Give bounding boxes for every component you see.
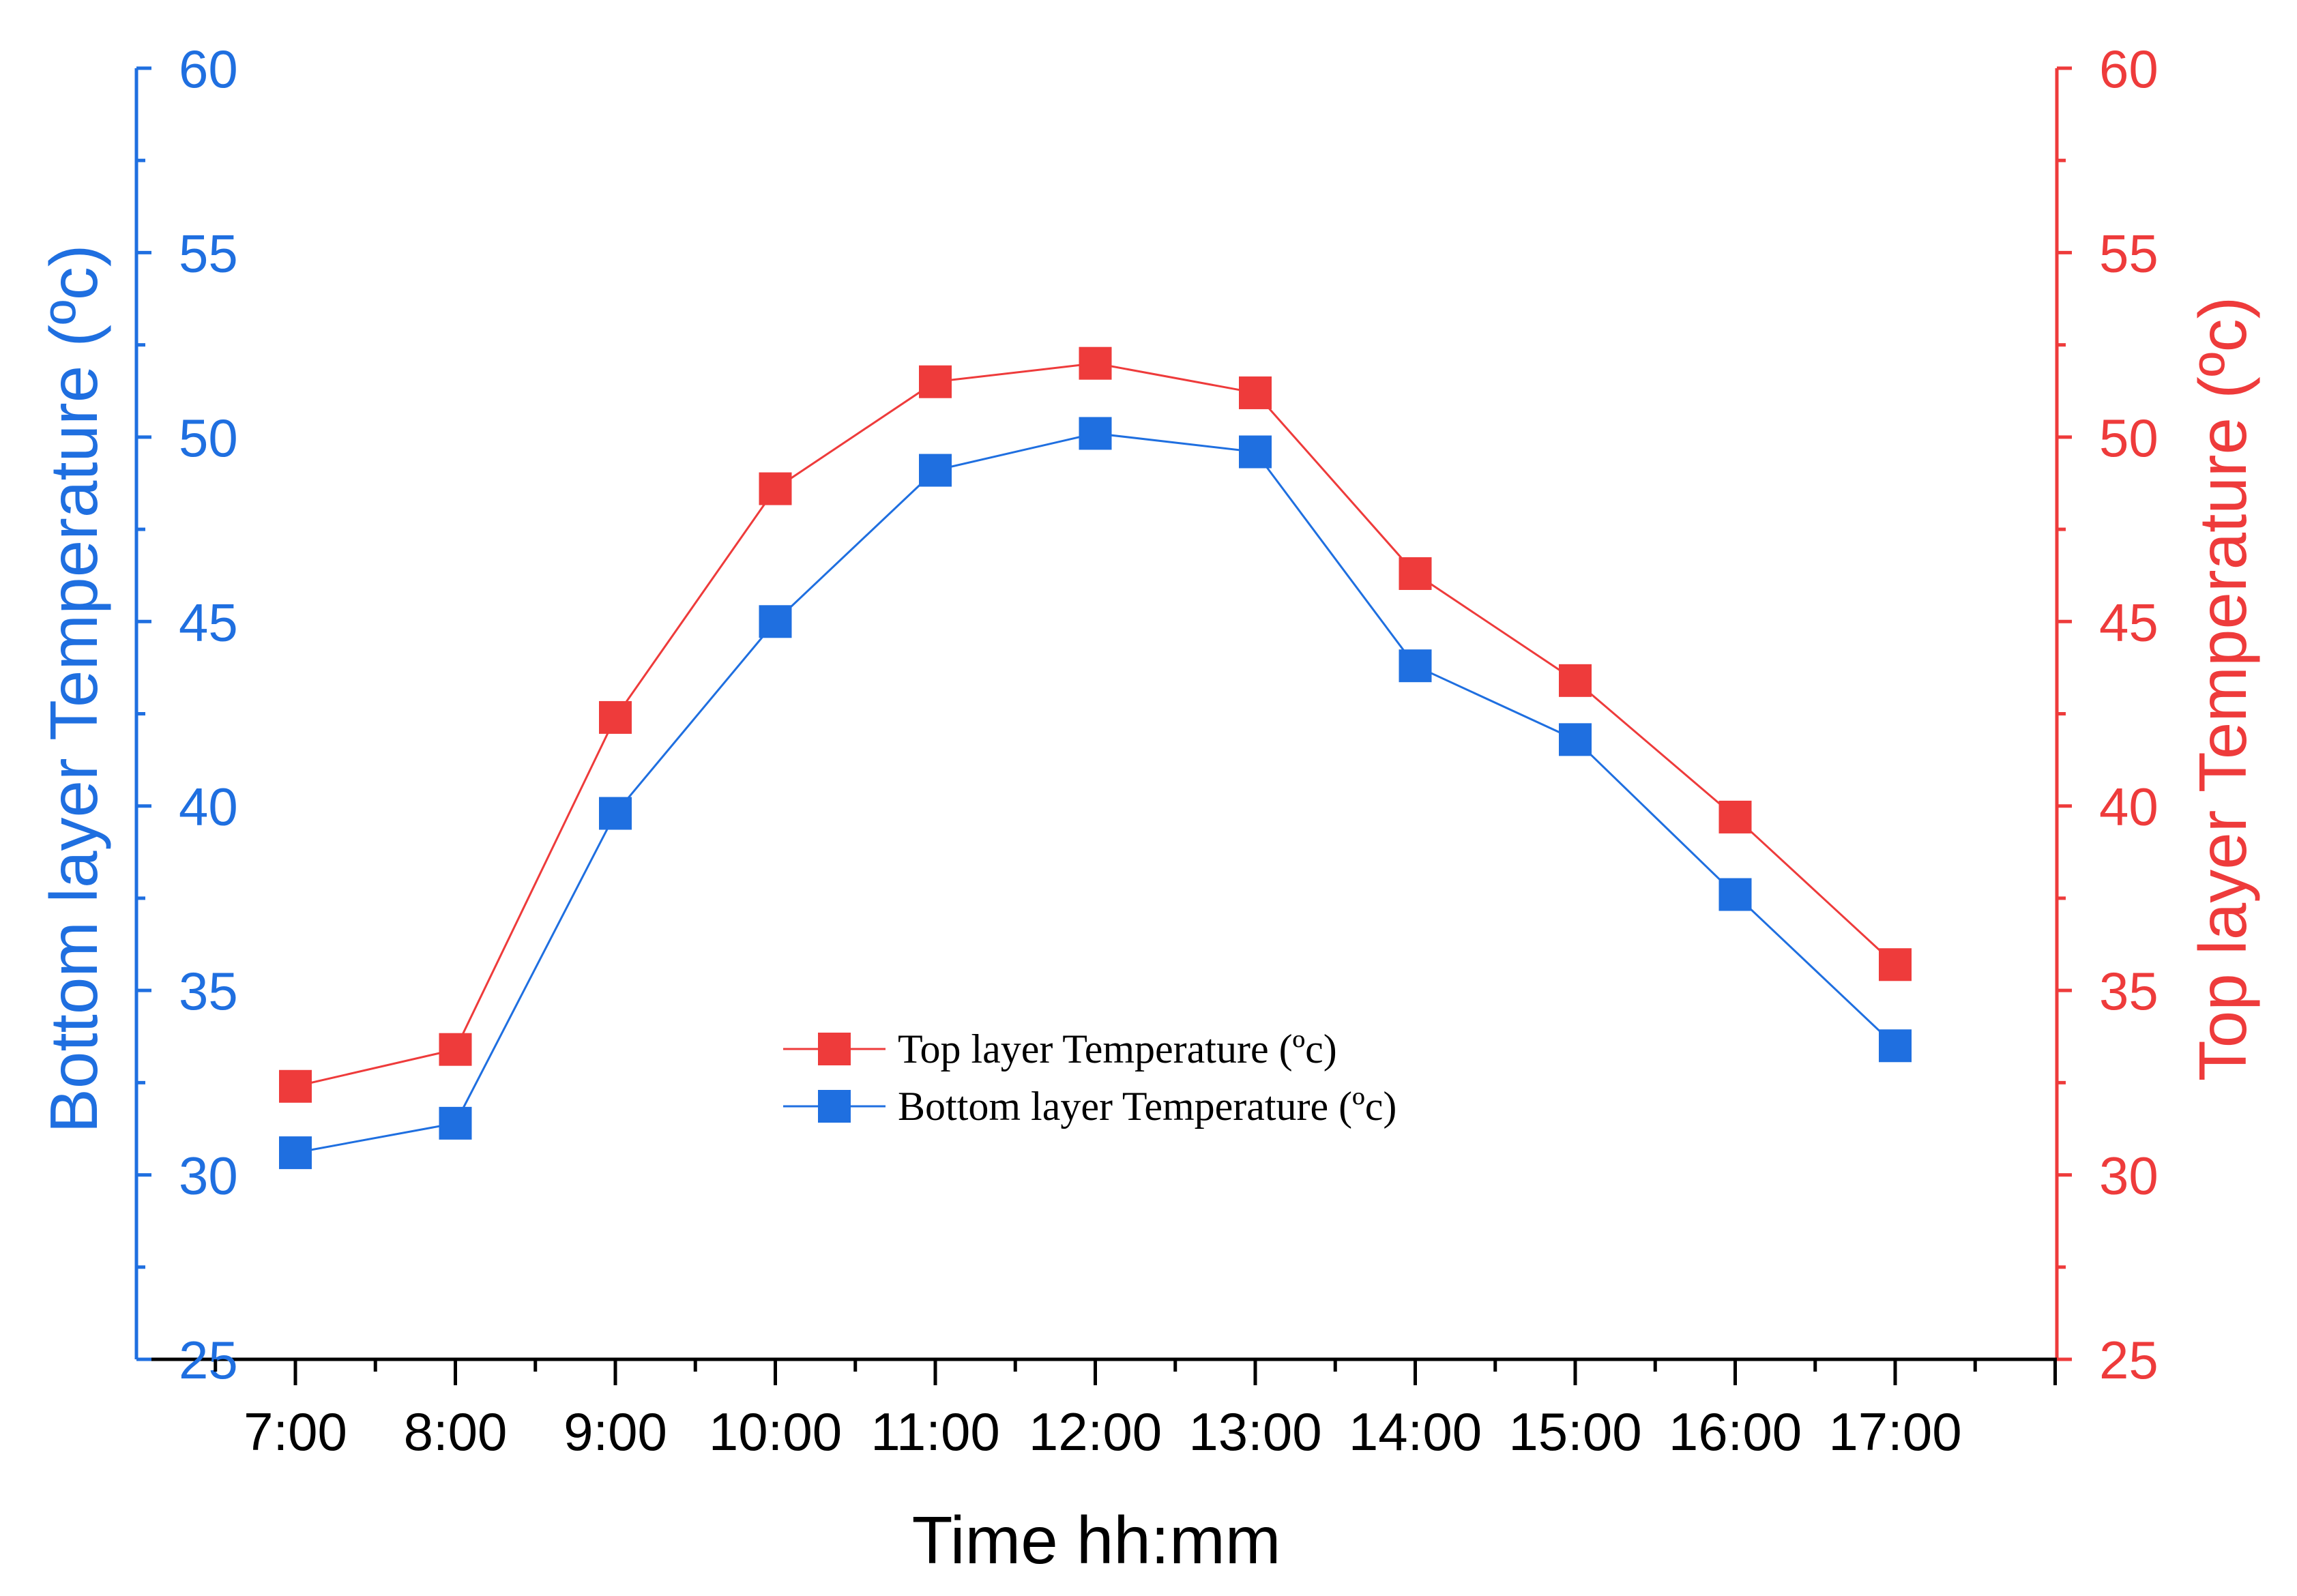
x-tick-label: 13:00 — [1188, 1402, 1321, 1462]
data-point-top-layer — [1559, 664, 1592, 697]
x-tick-label: 11:00 — [870, 1402, 999, 1462]
x-tick-label: 9:00 — [564, 1402, 667, 1462]
data-point-bottom-layer — [439, 1106, 472, 1140]
x-tick-label: 12:00 — [1029, 1402, 1162, 1462]
data-point-bottom-layer — [919, 454, 952, 487]
data-point-top-layer — [599, 700, 632, 734]
y-right-tick-label: 25 — [2099, 1330, 2159, 1390]
x-tick-label: 14:00 — [1349, 1402, 1482, 1462]
data-point-bottom-layer — [1079, 417, 1112, 450]
data-point-top-layer — [1399, 557, 1432, 590]
data-point-bottom-layer — [1559, 723, 1592, 756]
legend-label: Top layer Temperature (ºc) — [898, 1026, 1337, 1072]
y-left-tick-label: 40 — [179, 777, 238, 837]
data-point-bottom-layer — [759, 605, 792, 638]
legend-label: Bottom layer Temperature (ºc) — [898, 1084, 1396, 1129]
series-line-top-layer — [295, 362, 1897, 1088]
x-tick-label: 15:00 — [1508, 1402, 1641, 1462]
x-tick-label: 16:00 — [1669, 1402, 1802, 1462]
data-point-bottom-layer — [1879, 1029, 1912, 1063]
y-axis-left-title: Bottom layer Temperature (ºc) — [36, 245, 111, 1134]
y-right-tick-label: 30 — [2099, 1146, 2159, 1206]
data-point-top-layer — [1079, 346, 1112, 380]
data-point-top-layer — [919, 365, 952, 398]
legend: Top layer Temperature (ºc) Bottom layer T… — [783, 1026, 1396, 1129]
data-point-bottom-layer — [599, 797, 632, 830]
y-left-tick-label: 60 — [179, 39, 238, 99]
y-left-tick-label: 30 — [179, 1146, 238, 1206]
y-left-tick-label: 45 — [179, 592, 238, 652]
data-point-top-layer — [1879, 948, 1912, 981]
y-left-tick-label: 25 — [179, 1330, 238, 1390]
x-tick-label: 10:00 — [709, 1402, 842, 1462]
x-tick-label: 17:00 — [1828, 1402, 1961, 1462]
y-right-tick-label: 40 — [2099, 777, 2159, 837]
y-right-tick-label: 50 — [2099, 408, 2159, 468]
y-right-tick-label: 55 — [2099, 223, 2159, 283]
y-left-tick-label: 55 — [179, 223, 238, 283]
y-left-tick-label: 35 — [179, 961, 238, 1021]
data-point-top-layer — [439, 1033, 472, 1066]
data-point-top-layer — [279, 1069, 312, 1103]
axes-group: 25 25 30 30 35 35 40 40 45 45 50 50 55 55 60 60 7:00 8:00… — [134, 39, 2159, 1462]
series-markers-group — [279, 346, 1912, 1170]
x-tick-label: 7:00 — [244, 1402, 347, 1462]
y-right-tick-label: 45 — [2099, 592, 2159, 652]
data-point-bottom-layer — [279, 1136, 312, 1170]
y-right-tick-label: 60 — [2099, 39, 2159, 99]
y-left-tick-label: 50 — [179, 408, 238, 468]
x-tick-label: 8:00 — [404, 1402, 508, 1462]
data-point-top-layer — [759, 472, 792, 505]
y-axis-right-title: Top layer Temperature (ºc) — [2185, 297, 2260, 1082]
legend-marker — [818, 1033, 851, 1065]
data-point-bottom-layer — [1718, 878, 1752, 911]
data-point-bottom-layer — [1399, 649, 1432, 683]
legend-marker — [818, 1090, 851, 1123]
y-right-tick-label: 35 — [2099, 961, 2159, 1021]
x-axis-title: Time hh:mm — [912, 1503, 1281, 1578]
data-point-top-layer — [1239, 376, 1272, 409]
data-point-bottom-layer — [1239, 435, 1272, 469]
data-point-top-layer — [1718, 800, 1752, 833]
